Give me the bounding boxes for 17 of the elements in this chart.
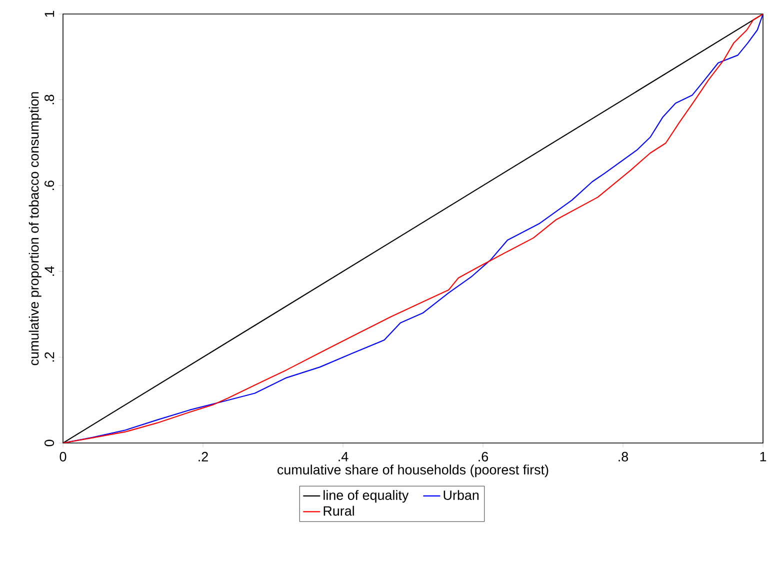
y-tick-label: .6 <box>44 180 54 190</box>
y-tick-label: .8 <box>44 94 54 104</box>
x-tick-label: .6 <box>478 452 488 462</box>
x-tick-label: .2 <box>198 452 208 462</box>
y-tick-label: 1 <box>44 10 54 17</box>
x-axis-title: cumulative share of households (poorest first) <box>278 464 548 478</box>
x-tick-label: .8 <box>618 452 628 462</box>
y-tick-label: 0 <box>44 440 54 446</box>
x-tick-label: .4 <box>338 452 348 462</box>
legend-label: line of equality <box>324 490 409 503</box>
legend-label: Rural <box>324 506 354 516</box>
y-axis-title: cumulative proportion of tobacco consumption <box>28 92 42 366</box>
legend-label: Urban <box>444 490 479 500</box>
x-tick-label: 0 <box>60 452 66 462</box>
x-tick-label: 1 <box>760 452 766 462</box>
y-tick-label: .2 <box>44 352 54 362</box>
y-tick-label: .4 <box>44 266 54 276</box>
